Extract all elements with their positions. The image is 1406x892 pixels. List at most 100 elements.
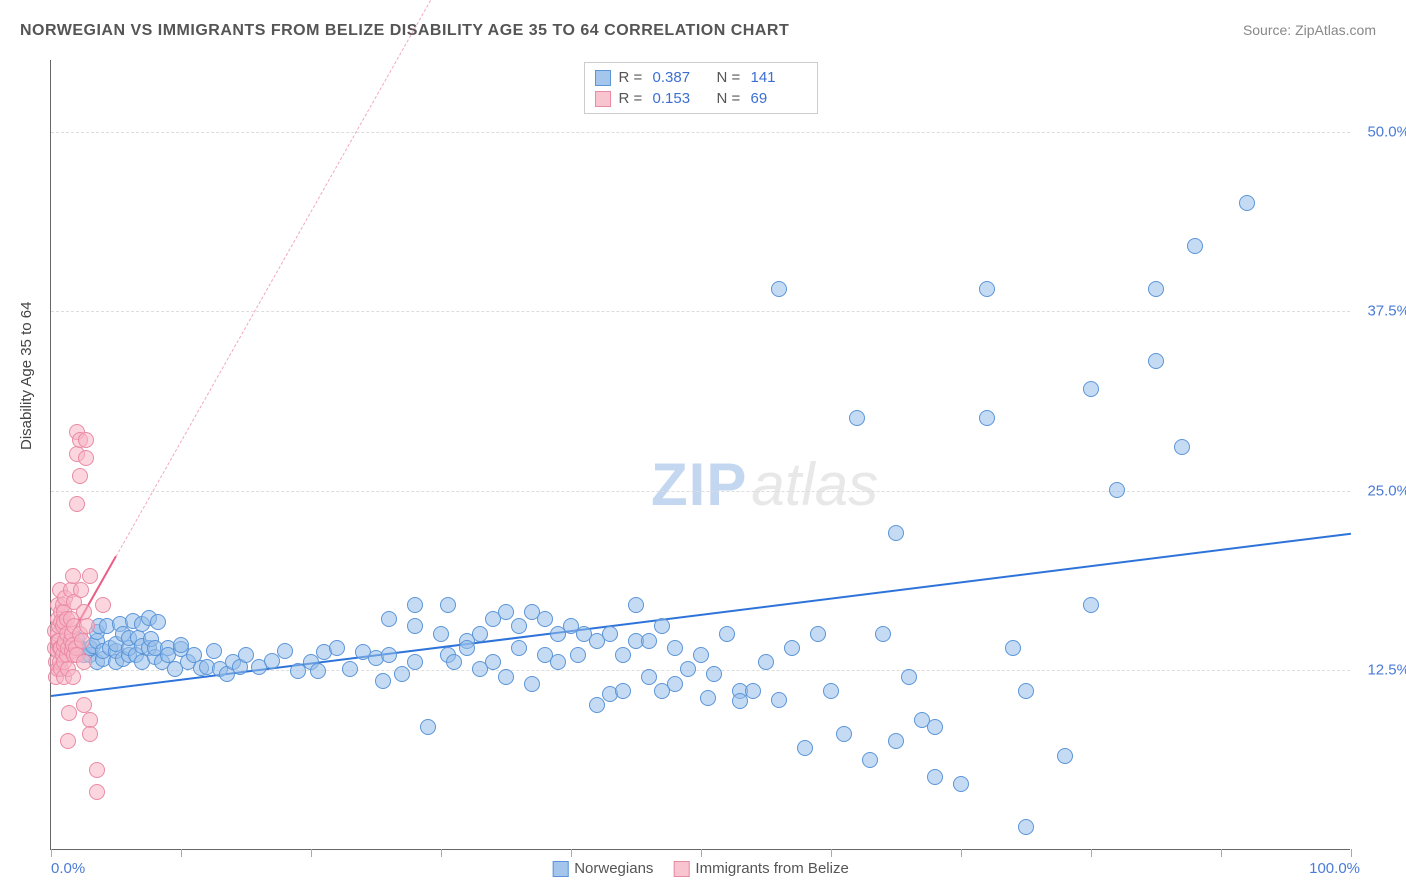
x-axis-min-label: 0.0% xyxy=(51,860,85,877)
scatter-point xyxy=(407,618,423,634)
scatter-point xyxy=(888,733,904,749)
scatter-point xyxy=(700,690,716,706)
x-tick xyxy=(311,849,312,857)
legend-label: Norwegians xyxy=(574,860,653,877)
x-tick xyxy=(51,849,52,857)
r-label: R = xyxy=(619,90,645,107)
scatter-point xyxy=(277,643,293,659)
scatter-point xyxy=(446,654,462,670)
scatter-point xyxy=(771,692,787,708)
scatter-point xyxy=(498,604,514,620)
n-value: 141 xyxy=(751,69,807,86)
y-tick-label: 50.0% xyxy=(1367,123,1406,140)
scatter-point xyxy=(472,626,488,642)
r-value: 0.387 xyxy=(653,69,709,86)
legend-item: Norwegians xyxy=(552,860,653,877)
scatter-point xyxy=(1083,597,1099,613)
correlation-legend-row: R = 0.153 N = 69 xyxy=(595,88,807,109)
x-axis-max-label: 100.0% xyxy=(1309,860,1360,877)
scatter-point xyxy=(784,640,800,656)
scatter-point xyxy=(901,669,917,685)
scatter-point xyxy=(1018,819,1034,835)
n-label: N = xyxy=(717,69,743,86)
scatter-point xyxy=(459,640,475,656)
scatter-point xyxy=(706,666,722,682)
x-tick xyxy=(1221,849,1222,857)
x-tick xyxy=(1351,849,1352,857)
watermark: ZIP atlas xyxy=(651,450,878,519)
gridline xyxy=(51,491,1350,492)
scatter-point xyxy=(927,719,943,735)
scatter-point xyxy=(875,626,891,642)
scatter-point xyxy=(76,654,92,670)
scatter-point xyxy=(524,676,540,692)
scatter-point xyxy=(511,618,527,634)
scatter-point xyxy=(78,450,94,466)
scatter-point xyxy=(78,432,94,448)
correlation-legend: R = 0.387 N = 141 R = 0.153 N = 69 xyxy=(584,62,818,114)
source-attribution: Source: ZipAtlas.com xyxy=(1243,22,1376,38)
scatter-point xyxy=(498,669,514,685)
scatter-point xyxy=(1239,195,1255,211)
scatter-point xyxy=(602,626,618,642)
gridline xyxy=(51,311,1350,312)
scatter-point xyxy=(1018,683,1034,699)
scatter-point xyxy=(375,673,391,689)
scatter-point xyxy=(862,752,878,768)
scatter-point xyxy=(615,683,631,699)
scatter-point xyxy=(1005,640,1021,656)
x-tick xyxy=(1091,849,1092,857)
scatter-point xyxy=(641,633,657,649)
scatter-point xyxy=(719,626,735,642)
scatter-point xyxy=(73,582,89,598)
scatter-point xyxy=(65,669,81,685)
scatter-point xyxy=(693,647,709,663)
scatter-point xyxy=(407,654,423,670)
y-axis-label: Disability Age 35 to 64 xyxy=(18,302,35,450)
legend-label: Immigrants from Belize xyxy=(695,860,848,877)
x-tick xyxy=(571,849,572,857)
scatter-point xyxy=(238,647,254,663)
y-tick-label: 12.5% xyxy=(1367,662,1406,679)
x-tick xyxy=(181,849,182,857)
swatch-pink-icon xyxy=(595,91,611,107)
x-tick xyxy=(831,849,832,857)
watermark-atlas: atlas xyxy=(751,450,878,519)
scatter-point xyxy=(1109,482,1125,498)
scatter-point xyxy=(342,661,358,677)
scatter-point xyxy=(60,733,76,749)
swatch-blue-icon xyxy=(552,861,568,877)
scatter-point xyxy=(849,410,865,426)
y-tick-label: 25.0% xyxy=(1367,482,1406,499)
scatter-point xyxy=(667,676,683,692)
scatter-point xyxy=(537,611,553,627)
scatter-point xyxy=(82,568,98,584)
scatter-point xyxy=(1174,439,1190,455)
scatter-point xyxy=(771,281,787,297)
scatter-point xyxy=(615,647,631,663)
x-tick xyxy=(961,849,962,857)
scatter-point xyxy=(927,769,943,785)
scatter-point xyxy=(979,281,995,297)
scatter-point xyxy=(823,683,839,699)
swatch-blue-icon xyxy=(595,70,611,86)
series-legend: Norwegians Immigrants from Belize xyxy=(552,860,849,877)
scatter-point xyxy=(82,726,98,742)
scatter-point xyxy=(589,697,605,713)
x-tick xyxy=(701,849,702,857)
scatter-point xyxy=(979,410,995,426)
scatter-point xyxy=(641,669,657,685)
scatter-point xyxy=(310,663,326,679)
legend-item: Immigrants from Belize xyxy=(673,860,848,877)
scatter-point xyxy=(485,654,501,670)
correlation-legend-row: R = 0.387 N = 141 xyxy=(595,67,807,88)
scatter-point xyxy=(1057,748,1073,764)
scatter-point xyxy=(667,640,683,656)
scatter-point xyxy=(89,784,105,800)
r-value: 0.153 xyxy=(653,90,709,107)
scatter-point xyxy=(440,597,456,613)
scatter-point xyxy=(394,666,410,682)
scatter-point xyxy=(381,611,397,627)
scatter-point xyxy=(206,643,222,659)
swatch-pink-icon xyxy=(673,861,689,877)
